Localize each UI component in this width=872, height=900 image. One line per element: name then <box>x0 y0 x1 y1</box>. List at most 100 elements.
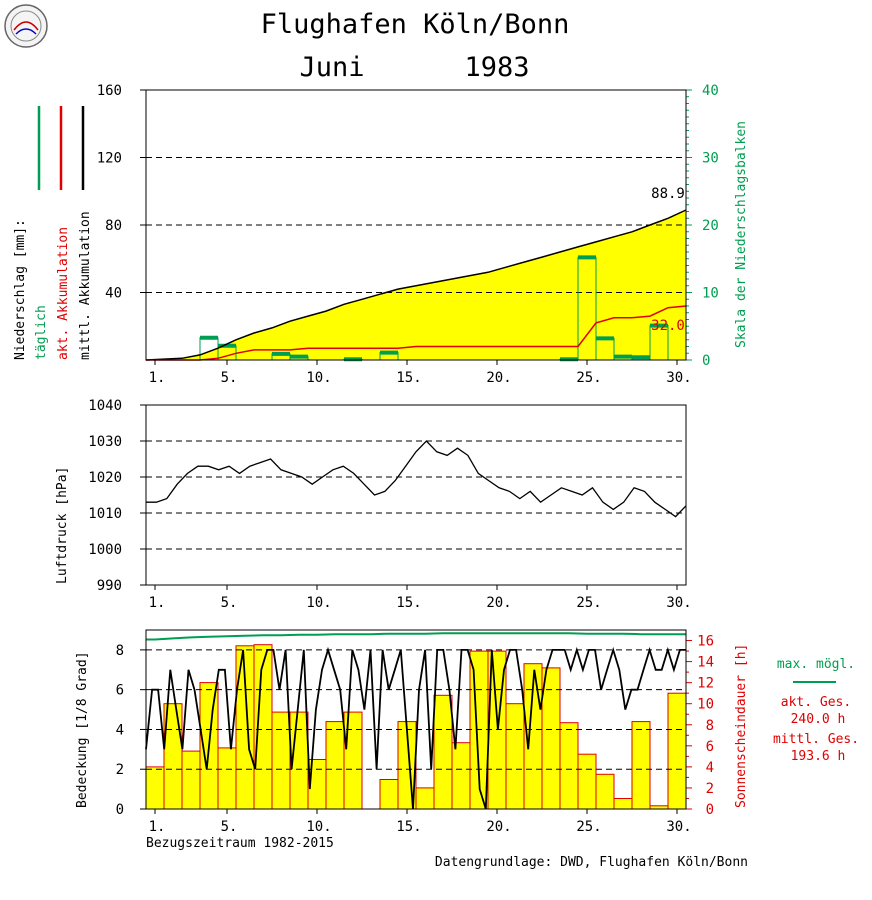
cloud-ytick-label: 8 <box>116 643 124 659</box>
chart-title: Flughafen Köln/Bonn <box>261 9 570 40</box>
precip-xtick-label: 5. <box>221 370 238 386</box>
precip-xtick-label: 20. <box>486 370 511 386</box>
sunshine-right-tick-label: 14 <box>697 655 714 671</box>
sunshine-axis-title: Sonnenscheindauer [h] <box>734 644 749 808</box>
precip-right-axis-title: Skala der Niederschlagsbalken <box>734 121 749 348</box>
actual-accum-line <box>146 305 687 361</box>
precip-xtick-label: 10. <box>306 370 331 386</box>
precip-legend: Niederschlag [mm]: täglich akt. Akkumula… <box>13 106 93 360</box>
sunshine-right-tick-label: 0 <box>706 802 714 818</box>
sunshine-right-tick-label: 6 <box>706 739 714 755</box>
actual-accum-final-label: 32.0 <box>651 318 685 334</box>
cloud-axis-title: Bedeckung [1/8 Grad] <box>75 651 90 808</box>
legend-daily-label: täglich <box>34 305 49 360</box>
precip-axis-title: Niederschlag [mm]: <box>13 219 28 360</box>
precip-ytick-label: 40 <box>105 286 122 302</box>
cloud-xtick-label: 10. <box>306 819 331 835</box>
sunshine-right-tick-label: 12 <box>697 676 714 692</box>
legend-mean-label: mittl. Akkumulation <box>78 211 93 360</box>
precipitation-panel: 40 80 120 160 88.9 32.0 0 10 20 30 40 1. 5. 10. 15. 20.… <box>97 83 719 386</box>
cloud-xtick-label: 30. <box>666 819 691 835</box>
data-source: Datengrundlage: DWD, Flughafen Köln/Bonn <box>435 855 748 870</box>
cloud-ytick-label: 4 <box>116 722 124 738</box>
cloud-sunshine-panel: 0 2 4 6 8 0 2 4 6 8 10 12 14 16 1. 5. 10. 15. 20. 25. 30. <box>116 629 714 835</box>
chart-month: Juni <box>299 52 364 83</box>
pressure-panel: 990 1000 1010 1020 1030 1040 1. 5. 10. 15. 20. 25. 3… <box>88 398 691 611</box>
sunshine-bar <box>667 692 687 810</box>
cloud-cover-line <box>145 646 686 810</box>
sunshine-bar <box>145 766 165 810</box>
pressure-xtick-label: 20. <box>486 595 511 611</box>
precip-ytick-label: 120 <box>97 151 122 167</box>
mean-accum-line <box>145 209 687 361</box>
sunshine-bar <box>631 721 651 810</box>
legend-actual-total-label: akt. Ges. <box>781 695 851 710</box>
precip-right-tick-label: 40 <box>702 83 719 99</box>
sunshine-bar <box>559 722 579 810</box>
mean-accum-final-label: 88.9 <box>651 186 685 202</box>
sunshine-bar <box>325 721 345 810</box>
sunshine-bar <box>253 644 273 810</box>
cloud-xtick-label: 20. <box>486 819 511 835</box>
sunshine-bar <box>433 694 453 810</box>
cloud-ytick-label: 2 <box>116 762 124 778</box>
pressure-ytick-label: 990 <box>97 578 122 594</box>
cloud-frame <box>145 629 687 810</box>
cloud-ytick-label: 0 <box>116 802 124 818</box>
precip-ytick-label: 160 <box>97 83 122 99</box>
sunshine-right-tick-label: 10 <box>697 697 714 713</box>
chart-year: 1983 <box>464 52 529 83</box>
pressure-ytick-label: 1010 <box>88 506 122 522</box>
precip-xtick-label: 1. <box>149 370 166 386</box>
legend-mean-total-value: 193.6 h <box>791 749 846 764</box>
precip-ytick-label: 80 <box>105 218 122 234</box>
sunshine-bar <box>451 742 471 810</box>
sunshine-bar <box>577 753 597 810</box>
sunshine-bar <box>505 703 525 810</box>
pressure-xtick-label: 1. <box>149 595 166 611</box>
precip-right-tick-label: 20 <box>702 218 719 234</box>
precip-right-tick-label: 10 <box>702 286 719 302</box>
pressure-xtick-label: 30. <box>666 595 691 611</box>
mean-accum-area <box>146 210 686 360</box>
dwd-logo <box>4 4 48 48</box>
sunshine-right-tick-label: 16 <box>697 634 714 650</box>
cloud-xtick-label: 1. <box>149 819 166 835</box>
precip-frame <box>145 89 687 361</box>
sunshine-right-tick-label: 8 <box>706 718 714 734</box>
max-possible-sunshine-line <box>146 632 686 641</box>
pressure-xtick-label: 15. <box>396 595 421 611</box>
pressure-frame <box>145 404 687 586</box>
sunshine-legend: max. mögl. akt. Ges. 240.0 h mittl. Ges.… <box>773 657 859 764</box>
sunshine-bar <box>217 747 237 810</box>
sunshine-bar <box>181 750 201 810</box>
legend-max-label: max. mögl. <box>777 657 855 672</box>
precip-right-tick-label: 30 <box>702 151 719 167</box>
pressure-ytick-label: 1020 <box>88 470 122 486</box>
pressure-axis-title: Luftdruck [hPa] <box>55 467 70 584</box>
cloud-xtick-label: 15. <box>396 819 421 835</box>
precip-xtick-label: 30. <box>666 370 691 386</box>
sunshine-bar <box>613 798 633 810</box>
pressure-ytick-label: 1040 <box>88 398 122 414</box>
sunshine-bar <box>379 779 399 810</box>
sunshine-bar <box>415 787 435 810</box>
cloud-ytick-label: 6 <box>116 683 124 699</box>
pressure-xtick-label: 25. <box>576 595 601 611</box>
pressure-xtick-label: 10. <box>306 595 331 611</box>
precip-right-tick-label: 0 <box>702 353 710 369</box>
sunshine-bar <box>595 773 615 810</box>
precip-xtick-label: 15. <box>396 370 421 386</box>
pressure-ytick-label: 1030 <box>88 434 122 450</box>
cloud-xtick-label: 5. <box>221 819 238 835</box>
reference-period: Bezugszeitraum 1982-2015 <box>146 836 334 851</box>
precip-xtick-label: 25. <box>576 370 601 386</box>
legend-actual-label: akt. Akkumulation <box>56 227 71 360</box>
pressure-xtick-label: 5. <box>221 595 238 611</box>
cloud-xtick-label: 25. <box>576 819 601 835</box>
sunshine-right-tick-label: 2 <box>706 781 714 797</box>
pressure-line <box>146 440 687 518</box>
sunshine-bar <box>271 711 291 810</box>
legend-mean-total-label: mittl. Ges. <box>773 732 859 747</box>
